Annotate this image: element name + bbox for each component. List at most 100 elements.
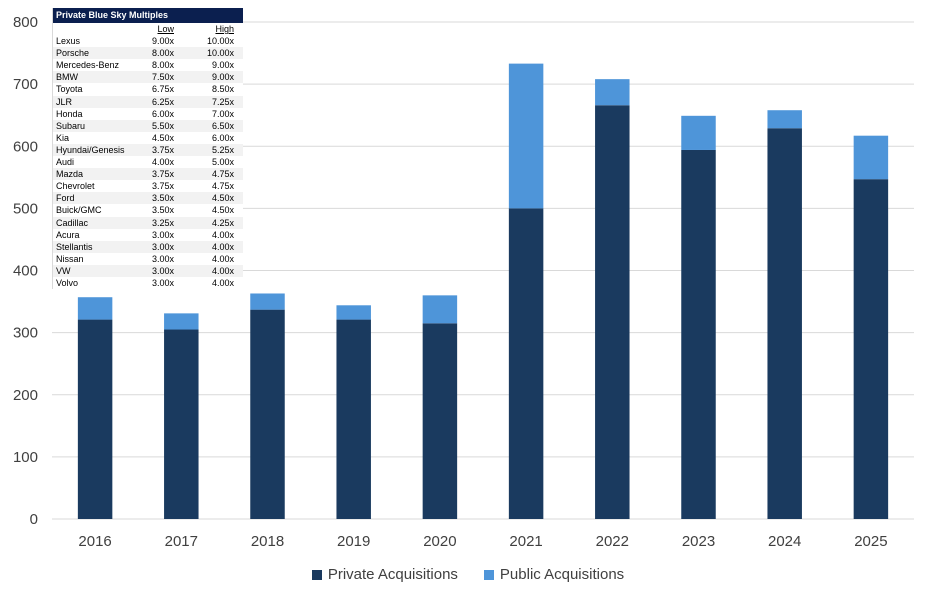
multiples-brand: Acura xyxy=(56,229,80,240)
bar-private-2018 xyxy=(250,309,285,519)
multiples-low: 3.25x xyxy=(151,217,174,228)
multiples-low: 6.75x xyxy=(151,84,174,95)
multiples-low: 7.50x xyxy=(151,72,174,83)
multiples-low: 9.00x xyxy=(151,36,174,47)
multiples-low: 3.00x xyxy=(151,265,174,276)
multiples-row: Acura 3.00x 4.00x xyxy=(53,229,243,241)
multiples-row: Toyota 6.75x 8.50x xyxy=(53,83,243,95)
x-tick-label: 2017 xyxy=(165,533,198,550)
x-tick-label: 2016 xyxy=(78,533,111,550)
bar-public-2025 xyxy=(853,135,889,180)
multiples-brand: Chevrolet xyxy=(56,181,95,192)
multiples-row: Honda 6.00x 7.00x xyxy=(53,108,243,120)
multiples-low: 3.00x xyxy=(151,241,174,252)
bar-private-2017 xyxy=(164,329,199,519)
bar-public-2017 xyxy=(164,313,199,330)
y-tick-label: 300 xyxy=(13,325,38,342)
y-tick-label: 100 xyxy=(13,449,38,466)
multiples-row: Stellantis 3.00x 4.00x xyxy=(53,240,243,253)
multiples-low: 8.00x xyxy=(151,48,174,59)
legend-label: Private Acquisitions xyxy=(327,566,458,583)
multiples-row: Mazda 3.75x 4.75x xyxy=(53,168,243,181)
chart-legend: Private Acquisitions Public Acquisitions xyxy=(0,566,936,583)
bar-public-2023 xyxy=(681,115,716,150)
multiples-brand: Buick/GMC xyxy=(56,205,102,216)
bar-private-2021 xyxy=(508,208,544,519)
multiples-low: 6.00x xyxy=(151,108,174,119)
multiples-high: 6.00x xyxy=(211,132,234,143)
multiples-brand: Mazda xyxy=(56,169,84,180)
multiples-row: JLR 6.25x 7.25x xyxy=(53,95,243,108)
multiples-brand: Stellantis xyxy=(56,241,93,252)
multiples-brand: Subaru xyxy=(56,120,86,131)
legend-item-private: Private Acquisitions xyxy=(311,566,458,583)
y-axis-tick-labels: 0 100 200 300 400 500 600 700 800 xyxy=(13,14,38,528)
y-tick-label: 400 xyxy=(13,263,38,280)
bar-private-2016 xyxy=(77,319,113,519)
x-tick-label: 2024 xyxy=(768,533,801,550)
multiples-brand: Honda xyxy=(56,108,83,119)
multiples-row: Cadillac 3.25x 4.25x xyxy=(53,216,243,229)
multiples-brand: Cadillac xyxy=(56,217,89,228)
multiples-brand: Hyundai/Genesis xyxy=(56,144,125,155)
multiples-low: 3.75x xyxy=(151,181,174,192)
legend-label: Public Acquisitions xyxy=(499,566,625,583)
multiples-brand: Porsche xyxy=(56,48,90,59)
multiples-low: 6.25x xyxy=(151,96,174,107)
legend-item-public: Public Acquisitions xyxy=(483,566,625,583)
x-tick-label: 2022 xyxy=(596,533,629,550)
multiples-high: 5.25x xyxy=(211,144,234,155)
bar-public-2019 xyxy=(336,305,371,320)
bar-private-2022 xyxy=(595,105,630,519)
multiples-low: 3.50x xyxy=(151,193,174,204)
multiples-table-title: Private Blue Sky Multiples xyxy=(53,8,243,23)
multiples-high: 9.00x xyxy=(211,72,234,83)
multiples-row: Mercedes-Benz 8.00x 9.00x xyxy=(53,59,243,71)
bar-private-2020 xyxy=(422,323,458,519)
bar-public-2020 xyxy=(422,295,458,324)
bar-public-2018 xyxy=(250,293,285,310)
multiples-brand: Toyota xyxy=(56,84,83,95)
multiples-row: Nissan 3.00x 4.00x xyxy=(53,253,243,265)
multiples-low: 4.50x xyxy=(151,132,174,143)
multiples-table-body: Low High Lexus 9.00x 10.00x Porsche 8.00x 10.… xyxy=(53,23,243,289)
multiples-brand: Lexus xyxy=(56,36,81,47)
multiples-high: 7.25x xyxy=(211,96,234,107)
multiples-row: Audi 4.00x 5.00x xyxy=(53,156,243,168)
y-tick-label: 0 xyxy=(30,511,38,528)
multiples-row: Lexus 9.00x 10.00x xyxy=(53,35,243,47)
multiples-low: 3.00x xyxy=(151,229,174,240)
multiples-brand: Audi xyxy=(56,157,75,168)
multiples-high: 4.00x xyxy=(211,229,234,240)
multiples-row: Hyundai/Genesis 3.75x 5.25x xyxy=(53,143,243,157)
multiples-brand: VW xyxy=(56,265,71,276)
bar-private-2019 xyxy=(336,319,371,519)
multiples-low: 3.75x xyxy=(151,169,174,180)
multiples-high: 4.00x xyxy=(211,265,234,276)
multiples-low: 3.00x xyxy=(151,277,174,288)
multiples-brand: JLR xyxy=(56,96,73,107)
multiples-high: 7.00x xyxy=(211,108,234,119)
multiples-row: Porsche 8.00x 10.00x xyxy=(53,47,243,60)
y-tick-label: 700 xyxy=(13,76,38,93)
multiples-high: 4.75x xyxy=(211,181,234,192)
multiples-low: 3.50x xyxy=(151,205,174,216)
multiples-brand: Volvo xyxy=(56,277,79,288)
multiples-brand: Nissan xyxy=(56,253,84,264)
y-tick-label: 600 xyxy=(13,138,38,155)
multiples-high: 8.50x xyxy=(211,84,234,95)
x-tick-label: 2019 xyxy=(337,533,370,550)
blue-sky-multiples-table: Private Blue Sky Multiples Low High Lexu… xyxy=(52,8,243,290)
x-axis-tick-labels: 2016 2017 2018 2019 2020 2021 2022 2023 2024 2025 xyxy=(78,533,887,550)
multiples-header-row: Low High xyxy=(53,23,243,36)
bar-public-2021 xyxy=(508,63,544,209)
x-tick-label: 2025 xyxy=(854,533,887,550)
x-tick-label: 2020 xyxy=(423,533,456,550)
multiples-high: 4.50x xyxy=(211,193,234,204)
multiples-row: Volvo 3.00x 4.00x xyxy=(53,277,243,289)
multiples-brand: Kia xyxy=(56,132,70,143)
multiples-high: 9.00x xyxy=(211,60,234,71)
x-tick-label: 2021 xyxy=(509,533,542,550)
multiples-low: 3.75x xyxy=(151,144,174,155)
